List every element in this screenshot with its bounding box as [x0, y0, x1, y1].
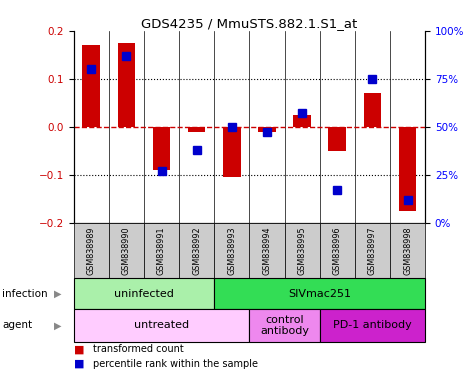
Text: agent: agent [2, 320, 32, 331]
Text: ▶: ▶ [54, 320, 62, 331]
Text: ■: ■ [74, 359, 84, 369]
Text: GSM838990: GSM838990 [122, 226, 131, 275]
Text: untreated: untreated [134, 320, 189, 331]
Text: GSM838997: GSM838997 [368, 226, 377, 275]
Text: ▶: ▶ [54, 289, 62, 299]
Text: GSM838989: GSM838989 [87, 226, 95, 275]
Text: PD-1 antibody: PD-1 antibody [333, 320, 412, 331]
Text: GSM838992: GSM838992 [192, 226, 201, 275]
Text: GSM838991: GSM838991 [157, 226, 166, 275]
Text: infection: infection [2, 289, 48, 299]
Bar [188, 127, 205, 132]
Bar [83, 45, 100, 127]
Bar [118, 43, 135, 127]
Title: GDS4235 / MmuSTS.882.1.S1_at: GDS4235 / MmuSTS.882.1.S1_at [141, 17, 358, 30]
Bar [223, 127, 240, 177]
Text: percentile rank within the sample: percentile rank within the sample [93, 359, 257, 369]
Bar [399, 127, 416, 211]
Text: GSM838993: GSM838993 [228, 226, 236, 275]
Text: control
antibody: control antibody [260, 314, 309, 336]
Bar [258, 127, 276, 132]
Bar [153, 127, 170, 170]
Text: transformed count: transformed count [93, 344, 183, 354]
Text: SIVmac251: SIVmac251 [288, 289, 351, 299]
Bar [328, 127, 346, 151]
Bar [363, 93, 381, 127]
Text: ■: ■ [74, 344, 84, 354]
Bar [293, 115, 311, 127]
Text: GSM838996: GSM838996 [333, 226, 342, 275]
Text: GSM838998: GSM838998 [403, 226, 412, 275]
Text: uninfected: uninfected [114, 289, 174, 299]
Text: GSM838995: GSM838995 [298, 226, 306, 275]
Text: GSM838994: GSM838994 [263, 226, 271, 275]
